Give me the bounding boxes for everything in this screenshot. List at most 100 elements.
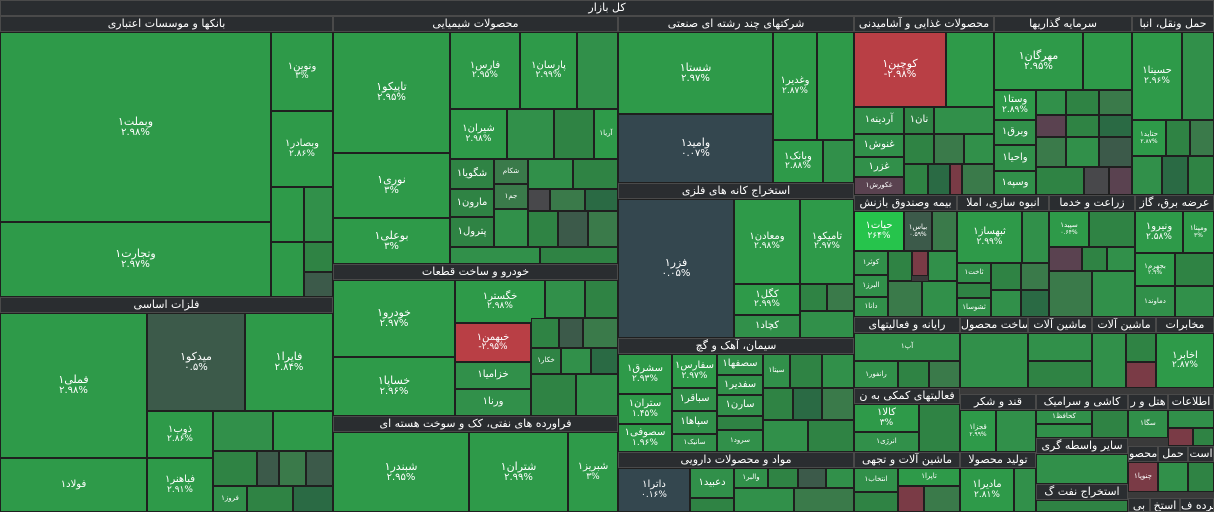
tile-ranfor[interactable]: رانفور۱	[854, 361, 898, 388]
tile-food-small[interactable]	[946, 32, 994, 107]
tile-cement-small[interactable]	[793, 388, 822, 420]
tile-vnovin[interactable]: ونوین۱ ۳%	[271, 32, 333, 111]
tile-vbsader[interactable]: وبصادر۱ ۲.۸۶%	[271, 111, 333, 187]
tile-ssoufi[interactable]: سصوفی۱ ۱.۹۶%	[618, 424, 672, 452]
tile-bank-small[interactable]	[271, 187, 304, 242]
tile-mach3-small[interactable]	[1028, 333, 1092, 361]
tile-enrzhi[interactable]: انرژی۱	[854, 432, 919, 452]
tile-mach4-small[interactable]	[1126, 362, 1156, 388]
tile-chem-small[interactable]	[573, 159, 618, 189]
tile-transport-small[interactable]	[1166, 120, 1190, 156]
tile-food-small[interactable]	[904, 134, 934, 164]
tile-ardine[interactable]: آردینه۱	[854, 107, 904, 134]
tile-mining-small[interactable]	[800, 284, 827, 311]
tile-hpaid[interactable]: حتاید۱ ۲.۸۷%	[1132, 120, 1166, 156]
tile-sdor[interactable]: سفدیر۱	[717, 375, 763, 395]
tile-transport-small[interactable]	[1190, 120, 1214, 156]
tile-zob[interactable]: ذوب۱ ۲.۸۶%	[147, 411, 213, 458]
tile-broker-small[interactable]	[1099, 115, 1132, 137]
tile-broker-small[interactable]	[1036, 115, 1066, 137]
tile-mining-small[interactable]	[827, 284, 854, 311]
tile-ghkoroush[interactable]: غکورش۱	[854, 177, 904, 195]
sector-machinery2-header[interactable]: ساخت محصول	[960, 317, 1028, 333]
tile-chem-small[interactable]	[585, 189, 618, 211]
tile-srood[interactable]: سرود۱	[717, 430, 763, 452]
tile-cement-small[interactable]	[822, 354, 854, 388]
tile-madira[interactable]: مادیرا۱ ۲.۸۱%	[960, 468, 1014, 512]
tile-mass-small[interactable]	[1021, 290, 1049, 317]
tile-auto-small[interactable]	[559, 318, 583, 348]
tile-pharma-small[interactable]	[768, 468, 798, 488]
tile-entekhab[interactable]: انتخاب۱	[854, 468, 898, 492]
tile-broker-small[interactable]	[1036, 137, 1066, 167]
tile-bank-small[interactable]	[271, 242, 304, 297]
tile-fameli[interactable]: فملی۱ ۲.۹۸%	[0, 313, 147, 458]
tile-pharma-small[interactable]	[734, 488, 794, 512]
tile-chem-small[interactable]	[528, 189, 550, 211]
tile-midko[interactable]: میدکو۱ ۰.۵%	[147, 313, 245, 411]
tile-mass-small[interactable]	[991, 263, 1021, 290]
tile-broker-small[interactable]	[1066, 115, 1099, 137]
tile-metal-small[interactable]	[306, 451, 333, 486]
tile-strn[interactable]: ستران۱ ۱.۴۵%	[618, 394, 672, 424]
sector-agri-header[interactable]: زراعت و خدما	[1049, 195, 1135, 211]
tile-kkhakesh[interactable]: کحافظ۱	[1036, 410, 1092, 424]
tile-chem-small[interactable]	[450, 247, 540, 264]
tile-chem-small[interactable]	[550, 189, 585, 211]
tile-srooq[interactable]: سارن۱	[717, 395, 763, 416]
tile-auto-small[interactable]	[531, 374, 576, 416]
tile-fbahnar[interactable]: فباهنر۱ ۲.۹۱%	[147, 458, 213, 512]
tile-akhaber[interactable]: اخابر۱ ۲.۸۷%	[1156, 333, 1214, 388]
tile-transport-small[interactable]	[1182, 32, 1214, 120]
tile-cement-small[interactable]	[763, 420, 808, 452]
sector-mining-header[interactable]: استخراج کانه های فلزی	[618, 183, 854, 199]
tile-food-small[interactable]	[964, 134, 994, 164]
tile-vmaaden[interactable]: ومعادن۱ ۲.۹۸%	[734, 199, 800, 284]
tile-metal-small[interactable]	[273, 411, 333, 451]
tile-mass-small[interactable]	[991, 290, 1021, 317]
tile-jam[interactable]: جم۱	[494, 184, 528, 209]
tile-chem-small[interactable]	[558, 211, 588, 247]
tile-food-small[interactable]	[934, 134, 964, 164]
tile-shtran[interactable]: شتران۱ ۲.۹۹%	[469, 432, 568, 512]
tile-khbahman[interactable]: خبهمن۱ -۲.۹۵%	[455, 323, 531, 362]
sector-computers-header[interactable]: رایانه و فعالیتهای	[854, 317, 960, 333]
tile-thshus[interactable]: ثشوسا۱	[957, 298, 991, 317]
sector-aux-header[interactable]: فعالیتهای کمکی به ن	[854, 388, 960, 404]
tile-aux-small[interactable]	[919, 404, 960, 452]
tile-thbamsaz[interactable]: ثبهساز۱ ۲.۹۹%	[957, 211, 1022, 263]
tile-sgaz[interactable]: سگا۱	[1128, 410, 1168, 438]
tile-misc-small[interactable]	[1188, 462, 1214, 492]
tile-ap[interactable]: آپ۱	[854, 333, 960, 361]
sector-chemicals-header[interactable]: محصولات شیمیایی	[333, 16, 618, 32]
tile-food-small[interactable]	[934, 107, 994, 134]
tile-metal-small[interactable]	[247, 486, 293, 512]
sector-tiles-header[interactable]: کاشی و سرامیک	[1036, 394, 1128, 410]
tile-multi-small[interactable]	[817, 32, 854, 140]
tile-pharma-small[interactable]	[690, 498, 734, 512]
tile-ghzar[interactable]: غزر۱	[854, 157, 904, 177]
tile-tapiko[interactable]: تاپیکو۱ ۲.۹۵%	[333, 32, 450, 153]
tile-foulad[interactable]: فولاد۱	[0, 458, 147, 512]
tile-sugar-small[interactable]	[996, 410, 1036, 452]
tile-shbriz[interactable]: شبریز۱ ۳%	[568, 432, 618, 512]
tile-tamiko[interactable]: تامیکو۱ ۲.۹۷%	[800, 199, 854, 284]
tile-sapid[interactable]: سپید۱ ۰.۶۴%	[1049, 211, 1089, 247]
tile-ins-small[interactable]	[888, 251, 912, 281]
tile-ins-small[interactable]	[928, 251, 957, 281]
tile-metal-small[interactable]	[293, 486, 333, 512]
tile-multi-small[interactable]	[823, 140, 854, 183]
tile-mach-small[interactable]	[960, 333, 1028, 388]
tile-vamid[interactable]: وامید۱ ۰.۰۷%	[618, 114, 773, 183]
tile-vbargh[interactable]: وبرق۱	[994, 120, 1036, 145]
tile-petrol[interactable]: پترول۱	[450, 217, 494, 247]
tile-util-small[interactable]	[1175, 253, 1214, 286]
tile-sita[interactable]: سیتا۱	[763, 354, 790, 388]
tile-auto-small[interactable]	[576, 374, 618, 416]
tile-machines-small[interactable]	[854, 492, 898, 512]
sector-info-header[interactable]: اطلاعات	[1168, 394, 1214, 410]
tile-metal-small[interactable]	[279, 451, 306, 486]
sector-misc2-header[interactable]: بی	[1128, 498, 1150, 512]
tile-mach4-small[interactable]	[1126, 333, 1156, 362]
